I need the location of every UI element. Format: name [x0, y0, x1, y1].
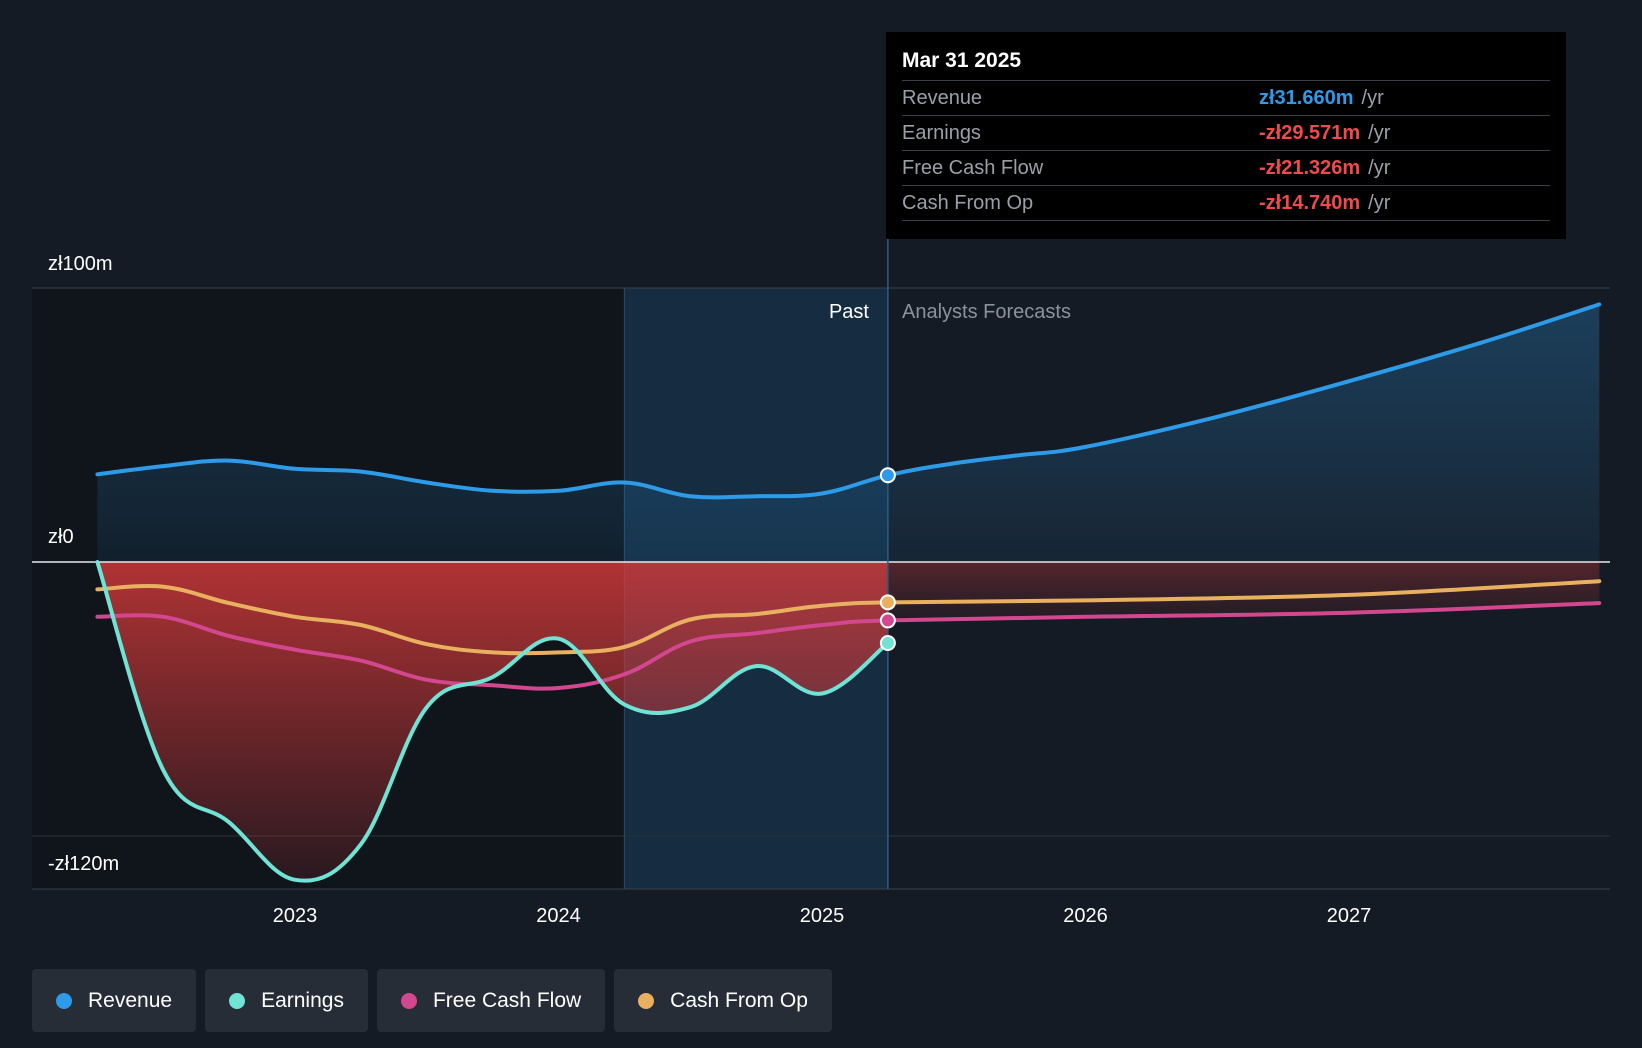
free-cash-flow-dot-icon [400, 992, 417, 1009]
x-tick-label: 2027 [1327, 905, 1372, 927]
legend: Revenue Earnings Free Cash Flow Cash Fro… [32, 969, 832, 1032]
x-tick-label: 2026 [1063, 905, 1108, 927]
series-line-free-cash-flow [95, 601, 1602, 691]
tooltip-date: Mar 31 2025 [902, 49, 1022, 72]
y-label-top: zł100m [48, 253, 113, 275]
tooltip-row-unit: /yr [1368, 121, 1391, 144]
revenue-dot-icon [56, 992, 72, 1009]
tooltip-row-name: Free Cash Flow [902, 156, 1044, 179]
y-label-bottom: -zł120m [48, 853, 120, 875]
earnings-dot-icon [229, 992, 246, 1009]
series-line-revenue [95, 302, 1602, 500]
past-label: Past [828, 301, 869, 323]
tooltip-row-value: -zł21.326m [1259, 156, 1361, 179]
y-label-zero: zł0 [48, 526, 74, 548]
tooltip-row-value: -zł29.571m [1259, 121, 1361, 144]
tooltip-row-value: -zł14.740m [1259, 191, 1361, 214]
legend-item-free-cash-flow[interactable]: Free Cash Flow [376, 969, 606, 1032]
marker-earnings [879, 635, 896, 652]
forecast-negative-area [887, 562, 1600, 621]
tooltip-row-value: zł31.660m [1259, 86, 1354, 109]
marker-revenue [879, 467, 896, 484]
legend-item-cash-from-op[interactable]: Cash From Op [614, 969, 832, 1032]
legend-item-revenue[interactable]: Revenue [32, 969, 197, 1032]
marker-cash-from-op [879, 594, 896, 611]
tooltip: Mar 31 2025 Revenue zł31.660m /yr Earnin… [886, 32, 1566, 239]
tooltip-row-earnings: Earnings -zł29.571m /yr [902, 115, 1550, 150]
tooltip-row-name: Revenue [902, 86, 983, 109]
series-line-cash-from-op [95, 579, 1602, 656]
tooltip-row-free-cash-flow: Free Cash Flow -zł21.326m /yr [902, 150, 1550, 185]
legend-item-earnings[interactable]: Earnings [205, 969, 368, 1032]
tooltip-row-name: Cash From Op [902, 191, 1034, 214]
forecast-label: Analysts Forecasts [902, 301, 1071, 323]
marker-free-cash-flow [879, 612, 896, 629]
x-tick-label: 2025 [800, 905, 845, 927]
cash-from-op-dot-icon [638, 992, 655, 1009]
x-tick-label: 2024 [536, 905, 581, 927]
tooltip-row-unit: /yr [1368, 191, 1391, 214]
tooltip-row-unit: /yr [1361, 86, 1384, 109]
legend-label: Free Cash Flow [432, 988, 582, 1012]
tooltip-row-cash-from-op: Cash From Op -zł14.740m /yr [902, 185, 1550, 221]
revenue-area [97, 304, 1600, 562]
tooltip-row-name: Earnings [902, 121, 981, 144]
x-tick-label: 2023 [273, 905, 318, 927]
tooltip-row-revenue: Revenue zł31.660m /yr [902, 80, 1550, 115]
legend-label: Cash From Op [670, 988, 808, 1012]
tooltip-row-unit: /yr [1368, 156, 1391, 179]
legend-label: Revenue [88, 988, 173, 1012]
series-line-earnings [95, 560, 890, 883]
legend-label: Earnings [261, 988, 344, 1012]
